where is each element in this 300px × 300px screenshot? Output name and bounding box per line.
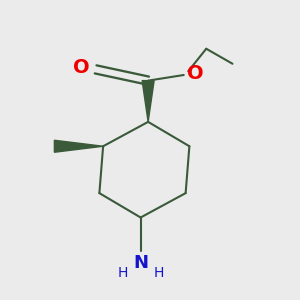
Polygon shape (142, 81, 154, 122)
Text: H: H (153, 266, 164, 280)
Polygon shape (54, 140, 103, 152)
Text: O: O (73, 58, 90, 77)
Text: N: N (133, 254, 148, 272)
Text: O: O (188, 64, 204, 83)
Text: H: H (117, 266, 128, 280)
